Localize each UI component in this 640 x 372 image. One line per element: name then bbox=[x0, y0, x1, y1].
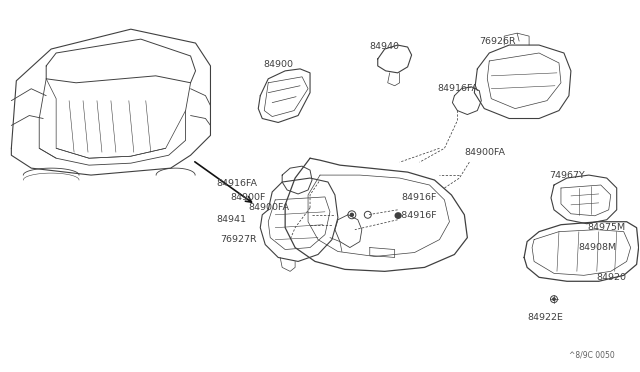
Text: 74967Y: 74967Y bbox=[549, 171, 585, 180]
Text: 84908M: 84908M bbox=[579, 243, 617, 252]
Circle shape bbox=[350, 213, 353, 216]
Text: 84916FA: 84916FA bbox=[438, 84, 479, 93]
Text: 84916F: 84916F bbox=[402, 193, 437, 202]
Text: ●84916F: ●84916F bbox=[394, 211, 437, 220]
Text: 84941: 84941 bbox=[216, 215, 246, 224]
Text: 84900FA: 84900FA bbox=[465, 148, 506, 157]
Text: 84916FA: 84916FA bbox=[216, 179, 257, 187]
Text: 76927R: 76927R bbox=[220, 235, 257, 244]
Text: 76926R: 76926R bbox=[479, 36, 516, 46]
Text: 84900: 84900 bbox=[263, 60, 293, 70]
Text: 84940: 84940 bbox=[370, 42, 400, 51]
Text: 84922E: 84922E bbox=[527, 312, 563, 321]
Text: 84975M: 84975M bbox=[588, 223, 626, 232]
Text: ^8/9C 0050: ^8/9C 0050 bbox=[569, 350, 614, 359]
Text: 84900F: 84900F bbox=[230, 193, 266, 202]
Text: 84900FA: 84900FA bbox=[248, 203, 289, 212]
Circle shape bbox=[553, 298, 555, 300]
Text: 84920: 84920 bbox=[596, 273, 627, 282]
